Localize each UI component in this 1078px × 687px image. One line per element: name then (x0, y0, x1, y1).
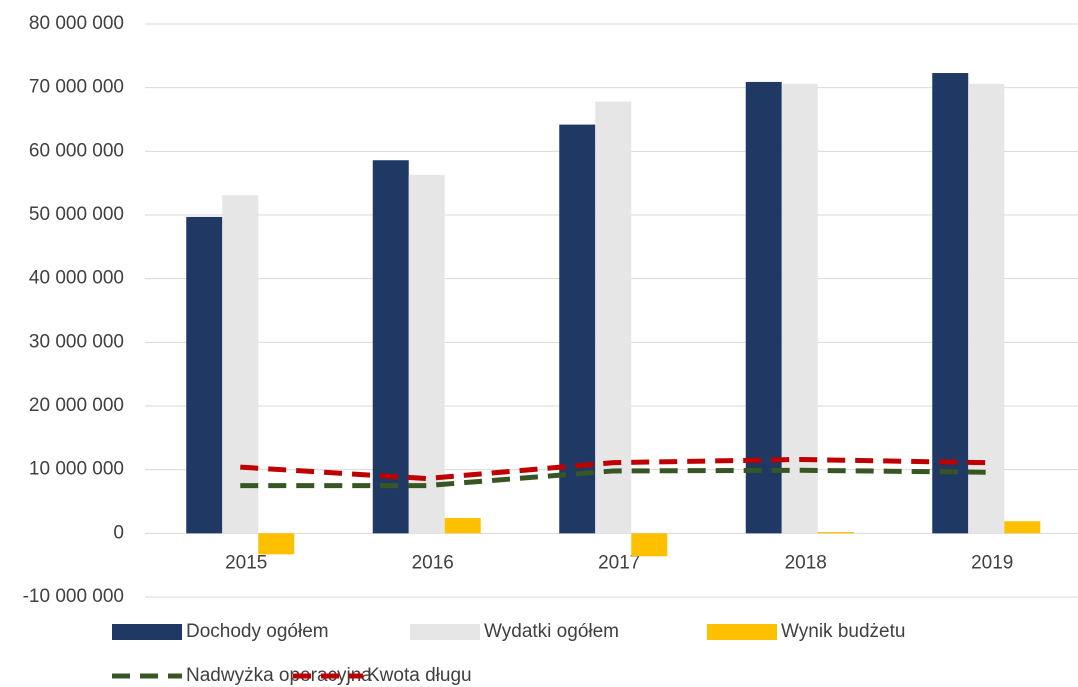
bar (968, 83, 1005, 534)
bar (817, 532, 854, 534)
line (240, 456, 987, 482)
y-tick-label: 10 000 000 (29, 459, 124, 480)
legend-label: Nadwyżka operacyjna (186, 665, 372, 686)
legend-label: Kwota długu (367, 665, 472, 686)
legend-label: Wydatki ogółem (484, 621, 619, 642)
bar (408, 174, 445, 534)
y-tick-label: 60 000 000 (29, 140, 124, 161)
bar (932, 73, 969, 534)
bar (444, 518, 481, 534)
x-tick-label: 2016 (412, 552, 454, 573)
legend-label: Dochody ogółem (186, 621, 329, 642)
y-tick-label: 20 000 000 (29, 395, 124, 416)
legend-swatch (410, 624, 480, 640)
y-tick-label: 30 000 000 (29, 331, 124, 352)
bar (745, 81, 782, 534)
y-tick-label: 0 (113, 522, 124, 543)
legend-swatch (112, 624, 182, 640)
bar (258, 533, 295, 555)
bar (372, 160, 409, 534)
y-tick-label: 70 000 000 (29, 77, 124, 98)
line (240, 467, 987, 489)
bar (222, 195, 259, 534)
bar (1004, 521, 1041, 534)
x-tick-label: 2019 (971, 552, 1013, 573)
y-tick-label: 40 000 000 (29, 268, 124, 289)
y-tick-label: -10 000 000 (23, 586, 124, 607)
legend-label: Wynik budżetu (781, 621, 905, 642)
x-tick-label: 2015 (225, 552, 267, 573)
legend-swatch (707, 624, 777, 640)
bar (631, 533, 668, 557)
x-tick-label: 2017 (598, 552, 640, 573)
x-tick-label: 2018 (785, 552, 827, 573)
bar (186, 216, 223, 534)
bar (781, 83, 818, 534)
y-tick-label: 80 000 000 (29, 13, 124, 34)
y-tick-label: 50 000 000 (29, 204, 124, 225)
